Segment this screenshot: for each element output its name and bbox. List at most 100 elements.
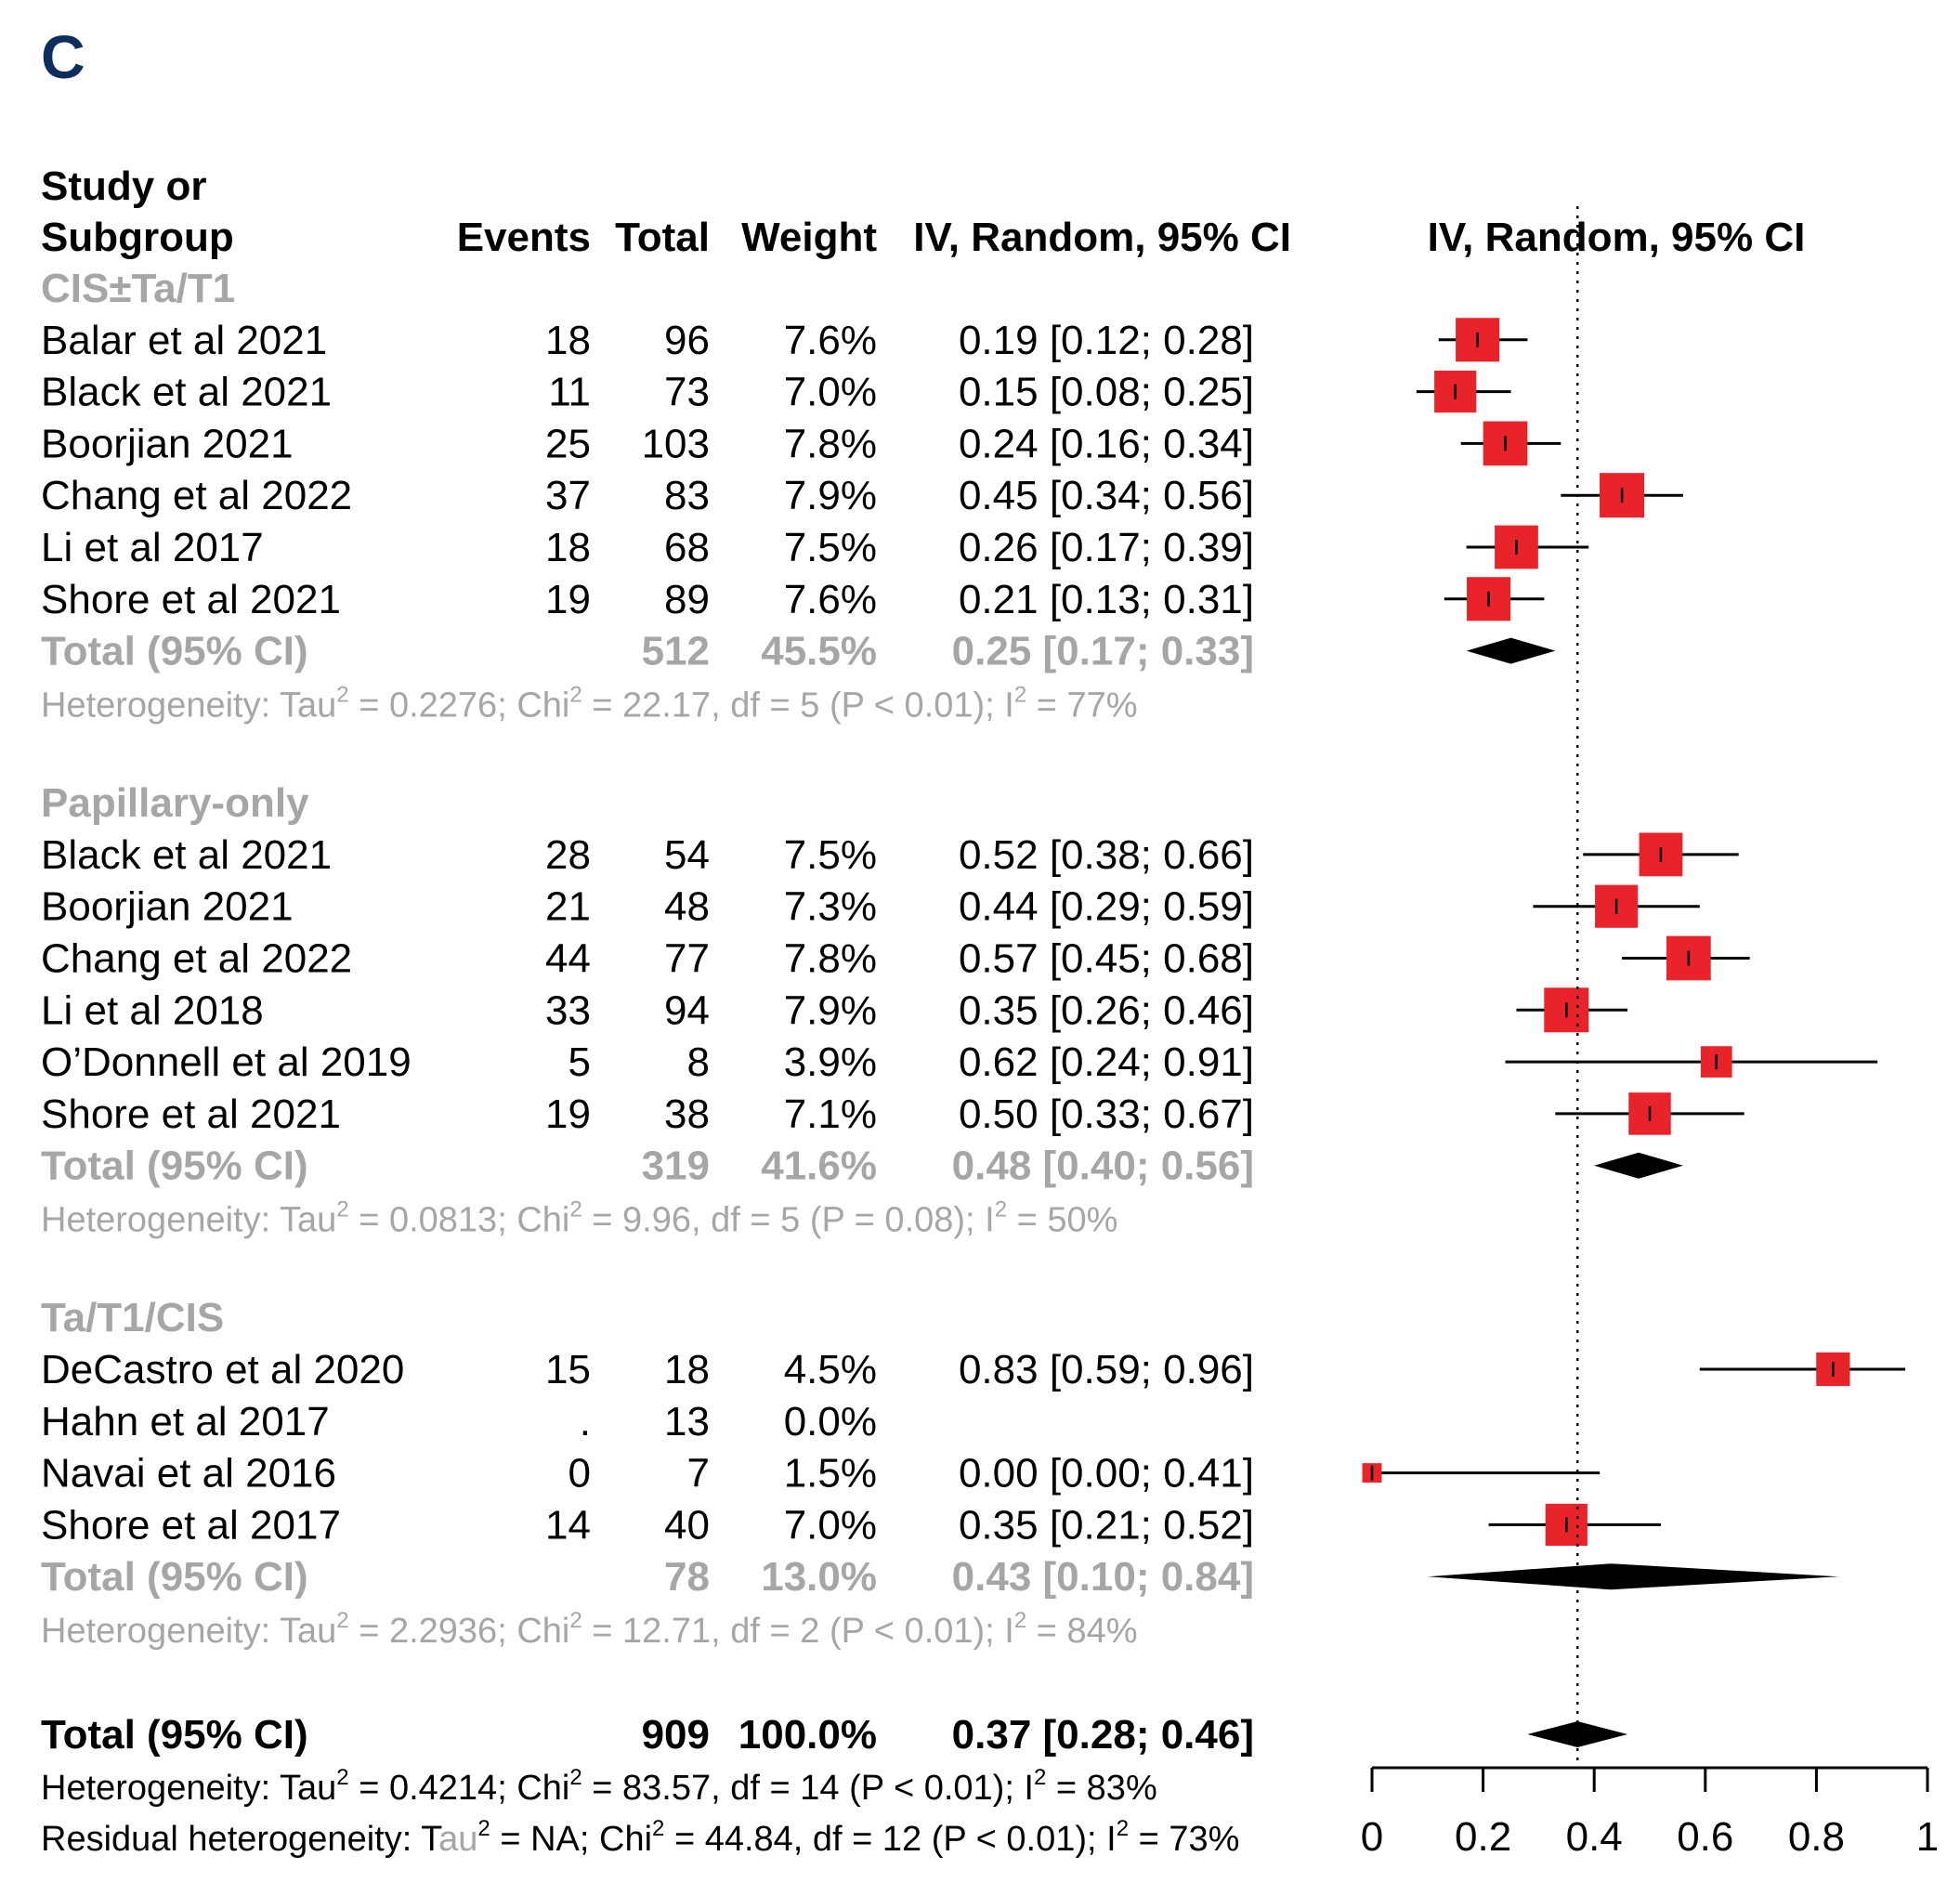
subgroup-total-ci: 0.43 [0.10; 0.84] [952, 1554, 1254, 1600]
x-axis-tick-label: 0.4 [1566, 1814, 1623, 1860]
overall-diamond [1527, 1721, 1628, 1747]
column-headers: Study or Subgroup Events Total Weight IV… [41, 163, 1805, 260]
het-i2: 77% [1067, 686, 1138, 725]
study-events: 18 [545, 318, 591, 363]
het-p: (P < 0.01) [849, 1769, 1004, 1808]
study-ci: 0.45 [0.34; 0.56] [959, 473, 1254, 518]
het-i2: 73% [1169, 1820, 1239, 1859]
study-total: 73 [664, 370, 710, 415]
study-events: 0 [568, 1451, 591, 1496]
het-tau2: 0.4214 [389, 1769, 497, 1808]
study-events: 18 [545, 525, 591, 570]
overall-total-ci: 0.37 [0.28; 0.46] [952, 1712, 1254, 1758]
overall-heterogeneity: Heterogeneity: Tau2 = 0.4214; Chi2 = 83.… [41, 1765, 1157, 1808]
header-ci: IV, Random, 95% CI [913, 215, 1291, 260]
subgroup-diamond [1594, 1152, 1683, 1179]
study-total: 77 [664, 936, 710, 982]
het-i2: 50% [1047, 1201, 1117, 1240]
study-ci: 0.00 [0.00; 0.41] [959, 1451, 1254, 1496]
study-events: 28 [545, 832, 591, 878]
het-p: (P = 0.08) [810, 1201, 965, 1240]
study-weight: 7.5% [784, 525, 877, 570]
het-df: 12 [882, 1820, 921, 1859]
header-plot: IV, Random, 95% CI [1428, 215, 1806, 260]
study-ci: 0.57 [0.45; 0.68] [959, 936, 1254, 982]
het-p: (P < 0.01) [830, 1612, 985, 1651]
study-events: 5 [568, 1039, 591, 1085]
het-df: 14 [800, 1769, 839, 1808]
residual-heterogeneity: Residual heterogeneity: Tau2 = NA; Chi2 … [41, 1816, 1239, 1859]
subgroup-heterogeneity: Heterogeneity: Tau2 = 0.2276; Chi2 = 22.… [41, 682, 1138, 725]
study-ci: 0.52 [0.38; 0.66] [959, 832, 1254, 878]
het-prefix: Residual heterogeneity: T [41, 1820, 442, 1859]
study-name: Li et al 2018 [41, 987, 264, 1033]
study-events: 37 [545, 473, 591, 518]
study-events: 33 [545, 987, 591, 1033]
study-name: Black et al 2021 [41, 832, 332, 878]
study-name: O’Donnell et al 2019 [41, 1039, 412, 1085]
study-total: 8 [687, 1039, 710, 1085]
het-p: (P < 0.01) [932, 1820, 1087, 1859]
study-weight: 7.0% [784, 1502, 877, 1548]
study-total: 13 [664, 1399, 710, 1444]
study-ci: 0.24 [0.16; 0.34] [959, 421, 1254, 466]
header-total: Total [615, 215, 710, 260]
study-ci: 0.15 [0.08; 0.25] [959, 370, 1254, 415]
study-events: 21 [545, 884, 591, 930]
subgroup-diamond [1427, 1563, 1839, 1590]
study-total: 83 [664, 473, 710, 518]
study-total: 103 [642, 421, 710, 466]
overall-total-n: 909 [642, 1712, 710, 1758]
study-total: 7 [687, 1451, 710, 1496]
study-ci: 0.26 [0.17; 0.39] [959, 525, 1254, 570]
study-weight: 7.0% [784, 370, 877, 415]
study-name: Shore et al 2017 [41, 1502, 341, 1548]
study-ci: 0.35 [0.21; 0.52] [959, 1502, 1254, 1548]
subgroup-total-n: 512 [642, 629, 710, 674]
header-study-line1: Study or [41, 163, 206, 209]
subgroup-total-weight: 45.5% [761, 629, 877, 674]
table-rows: CIS±Ta/T1 Balar et al 2021 18 96 7.6% 0.19 [0… [41, 266, 1254, 1859]
study-ci: 0.50 [0.33; 0.67] [959, 1091, 1254, 1137]
study-ci: 0.19 [0.12; 0.28] [959, 318, 1254, 363]
het-chi2: 9.96 [622, 1201, 691, 1240]
study-weight: 7.8% [784, 421, 877, 466]
x-axis-tick-label: 0.6 [1677, 1814, 1733, 1860]
het-prefix-gray: au [438, 1820, 477, 1859]
het-p: (P < 0.01) [830, 686, 985, 725]
study-weight: 7.9% [784, 987, 877, 1033]
study-weight: 3.9% [784, 1039, 877, 1085]
study-total: 40 [664, 1502, 710, 1548]
study-events: 15 [545, 1347, 591, 1392]
study-events: 25 [545, 421, 591, 466]
subgroup-total-label: Total (95% CI) [41, 1554, 308, 1600]
het-prefix: Heterogeneity: Tau [41, 1769, 336, 1808]
subgroup-total-n: 78 [664, 1554, 710, 1600]
x-axis-tick-label: 0.2 [1455, 1814, 1511, 1860]
subgroup-total-label: Total (95% CI) [41, 1144, 308, 1189]
study-total: 38 [664, 1091, 710, 1137]
het-tau2: 0.0813 [389, 1201, 497, 1240]
het-tau2: NA [530, 1820, 580, 1859]
het-df: 2 [800, 1612, 819, 1651]
study-events: 19 [545, 1091, 591, 1137]
study-name: Chang et al 2022 [41, 936, 352, 982]
subgroup-heterogeneity: Heterogeneity: Tau2 = 0.0813; Chi2 = 9.9… [41, 1197, 1117, 1240]
study-events: . [580, 1399, 591, 1444]
subgroup-heterogeneity: Heterogeneity: Tau2 = 2.2936; Chi2 = 12.… [41, 1608, 1138, 1651]
study-name: Boorjian 2021 [41, 421, 294, 466]
x-axis-tick-label: 1 [1916, 1814, 1939, 1860]
study-weight: 7.1% [784, 1091, 877, 1137]
study-events: 11 [548, 370, 591, 415]
study-total: 54 [664, 832, 710, 878]
study-name: Li et al 2017 [41, 525, 264, 570]
subgroup-total-ci: 0.25 [0.17; 0.33] [952, 629, 1254, 674]
x-axis-tick-label: 0.8 [1788, 1814, 1845, 1860]
header-study-line2: Subgroup [41, 215, 234, 260]
het-i2: 84% [1067, 1612, 1138, 1651]
study-ci: 0.35 [0.26; 0.46] [959, 987, 1254, 1033]
x-axis-tick-label: 0 [1361, 1814, 1383, 1860]
study-weight: 7.5% [784, 832, 877, 878]
het-tau2: 2.2936 [389, 1612, 497, 1651]
study-name: Boorjian 2021 [41, 884, 294, 930]
